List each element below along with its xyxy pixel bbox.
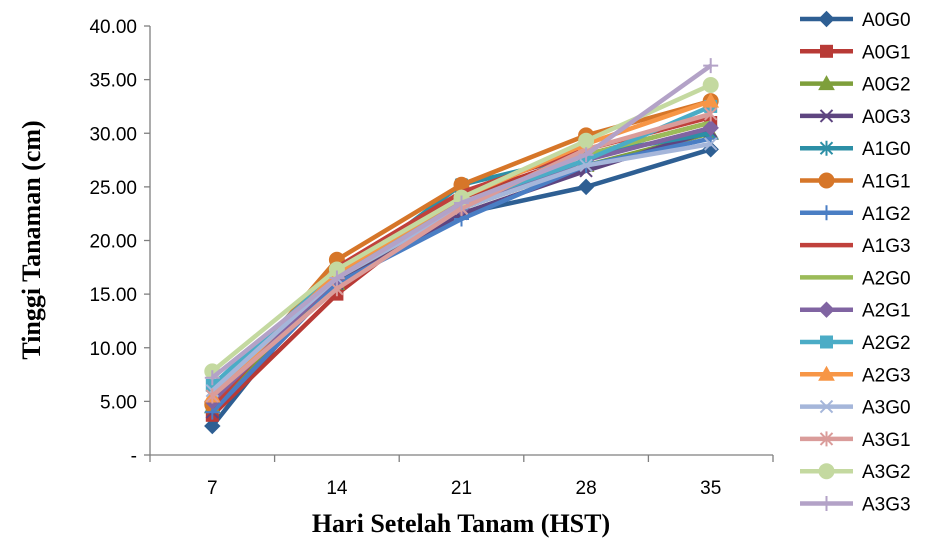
data-point-marker [702,119,719,137]
y-tick-label: - [131,446,137,467]
legend-item: A1G2 [800,204,911,225]
legend-label: A2G3 [862,365,911,386]
legend-label: A1G2 [862,204,911,225]
y-tick-label: 35.00 [89,71,137,92]
legend-label: A0G0 [862,10,911,31]
data-point-marker [819,399,834,414]
data-point-marker [819,205,834,221]
legend-label: A1G3 [862,236,911,257]
legend-item: A2G2 [800,333,911,354]
x-tick-label: 35 [700,478,721,499]
legend-label: A1G0 [862,139,911,160]
x-tick-label: 7 [207,478,218,499]
data-point-marker [818,365,835,381]
y-tick-label: 5.00 [100,392,137,413]
legend-item: A0G1 [800,42,911,63]
data-point-marker [703,137,718,151]
y-tick-label: 10.00 [89,339,137,360]
y-tick-labels: - 5.00 10.00 15.00 20.00 25.00 30.00 35.00 40.00 [89,17,137,467]
series-line [210,120,712,417]
legend-item: A0G0 [800,10,911,31]
legend-label: A0G2 [862,75,911,96]
y-tick-label: 25.00 [89,178,137,199]
data-point-marker [818,463,835,480]
legend-label: A3G1 [862,430,911,451]
legend-item: A3G1 [800,430,911,451]
data-point-marker [819,140,834,156]
data-point-marker [818,301,835,318]
legend-item: A2G0 [800,268,911,289]
data-point-marker [577,178,595,196]
legend-label: A3G0 [862,398,911,419]
data-point-marker [819,496,834,511]
data-point-marker [205,388,220,404]
series-line [210,120,712,393]
data-point-marker [578,132,595,149]
data-point-marker [819,431,834,447]
series-A0G1 [205,116,718,422]
data-point-marker [329,270,345,286]
series-A3G3 [204,58,719,386]
series-line [210,114,712,409]
y-tick-label: 20.00 [89,232,137,253]
y-axis-title: Tinggi Tanaman (cm) [17,120,46,359]
x-tick-label: 21 [451,478,472,499]
y-tick-label: 30.00 [89,124,137,145]
legend-item: A1G1 [800,172,911,193]
series-line [210,131,712,409]
legend-item: A0G3 [800,107,911,128]
legend-item: A3G3 [800,495,911,516]
legend-label: A2G2 [862,333,911,354]
x-tick-labels: 7 14 21 28 35 [207,478,721,499]
legend-label: A0G1 [862,42,911,63]
data-point-marker [703,106,718,122]
x-tick-label: 14 [326,478,348,499]
x-tick-label: 28 [576,478,597,499]
data-point-marker [703,58,719,74]
legend-label: A3G3 [862,495,911,516]
legend-item: A1G0 [800,139,911,160]
series-A1G3 [210,114,712,409]
legend-label: A2G0 [862,268,911,289]
legend-label: A3G2 [862,462,911,483]
data-point-marker [579,158,593,173]
legend-item: A2G3 [800,365,911,386]
series-A1G2 [204,131,719,420]
y-tick-label: 15.00 [89,285,137,306]
data-point-marker [818,10,835,28]
data-point-marker [818,75,835,91]
series-A2G1 [204,119,719,410]
legend-item: A1G3 [800,236,911,257]
data-point-marker [204,370,220,386]
legend-item: A2G1 [800,301,911,322]
legend: A0G0 A0G1 A0G2 A0G3 A1G0 A1G1 A1G2 A1G3 A2G0 A2G1… [800,10,911,516]
y-tick-label: 40.00 [89,17,137,38]
data-point-marker [578,147,594,163]
data-point-marker [818,172,835,189]
legend-label: A1G1 [862,172,911,193]
data-point-marker [454,195,469,211]
data-point-marker [204,417,221,435]
x-axis-title: Hari Setelah Tanam (HST) [312,509,610,538]
series-layer [203,58,720,435]
legend-item: A0G2 [800,75,911,96]
data-point-marker [820,335,833,349]
series-A1G0 [205,125,718,404]
series-line [210,125,712,403]
legend-item: A3G0 [800,398,911,419]
chart-axes [144,25,774,462]
data-point-marker [820,44,833,58]
legend-item: A3G2 [800,462,911,483]
legend-label: A2G1 [862,301,911,322]
data-point-marker [702,76,719,93]
legend-label: A0G3 [862,107,911,128]
series-A2G0 [210,120,712,393]
data-point-marker [819,109,834,123]
